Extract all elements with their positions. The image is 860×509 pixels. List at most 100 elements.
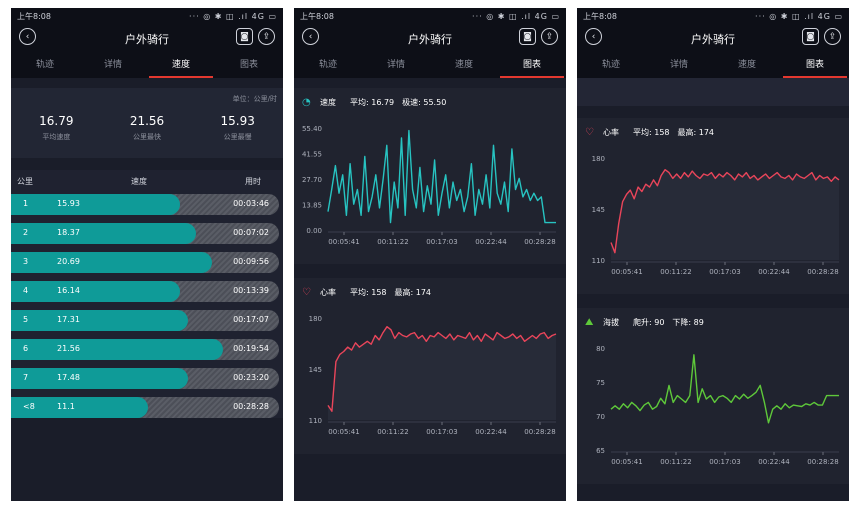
chart-avg: 平均: 158 — [350, 287, 387, 297]
scrolled-card-remnant — [577, 78, 849, 106]
back-icon[interactable]: ‹ — [19, 28, 36, 45]
y-tick-label: 180 — [592, 155, 605, 163]
screen-speed: 上午8:08 ··· ◎ ✱ ◫ .ıl 4G ▭ ‹ 户外骑行 ◙ ⇪ 轨迹 … — [11, 8, 283, 501]
hr-chart-card: ♡ 心率 平均: 158 最高: 174 180 145 110 00:05:41 00… — [294, 278, 566, 454]
speed-chart: 55.40 41.55 27.70 13.85 0.00 00:05:41 00:11:22… — [302, 125, 556, 246]
screen-charts-2: 上午8:08 ··· ◎ ✱ ◫ .ıl 4G ▭ ‹ 户外骑行 ◙ ⇪ 轨迹 … — [577, 8, 849, 501]
km-row: 3 20.69 00:09:56 — [11, 252, 279, 273]
col-km: 公里 — [17, 176, 33, 186]
tab-bar: 轨迹 详情 速度 图表 — [11, 54, 283, 78]
back-icon[interactable]: ‹ — [302, 28, 319, 45]
y-tick-label: 75 — [596, 379, 605, 387]
x-tick-label: 00:05:41 — [328, 428, 359, 436]
tab-speed[interactable]: 速度 — [454, 60, 473, 70]
tab-charts[interactable]: 图表 — [781, 54, 849, 78]
stat-label: 公里最快 — [133, 133, 161, 141]
y-tick-label: 145 — [592, 206, 605, 214]
y-tick-label: 55.40 — [302, 125, 322, 133]
x-tick-label: 00:22:44 — [758, 268, 790, 276]
screen-charts-1: 上午8:08 ··· ◎ ✱ ◫ .ıl 4G ▭ ‹ 户外骑行 ◙ ⇪ 轨迹 … — [294, 8, 566, 501]
tab-speed[interactable]: 速度 — [147, 54, 215, 78]
km-row: 5 17.31 00:17:07 — [11, 310, 279, 331]
speed-bar-fill — [11, 223, 196, 244]
hr-chart-card: ♡ 心率 平均: 158 最高: 174 180 145 110 00:05:41 00… — [577, 118, 849, 294]
camera-icon[interactable]: ◙ — [519, 28, 536, 45]
share-icon[interactable]: ⇪ — [824, 28, 841, 45]
tab-track[interactable]: 轨迹 — [601, 60, 620, 70]
km-row: 6 21.56 00:19:54 — [11, 339, 279, 360]
series-line — [610, 169, 840, 254]
km-speed: 17.31 — [57, 315, 80, 324]
title-bar: ‹ 户外骑行 ◙ ⇪ — [294, 24, 566, 54]
altitude-chart-card: ⛰ 海拔 爬升: 90 下降: 89 80 75 70 65 00:05:41 00:11… — [577, 308, 849, 484]
series-area — [611, 169, 839, 260]
tab-bar: 轨迹 详情 速度 图表 — [577, 54, 849, 78]
heart-rate-chart: 180 145 110 00:05:41 00:11:22 00:17:03 00:22:4… — [309, 315, 557, 436]
y-tick-label: 80 — [596, 345, 605, 353]
chart-max: 极速: 55.50 — [402, 97, 447, 107]
y-tick-label: 110 — [309, 417, 322, 425]
chart-label: 心率 — [603, 127, 619, 137]
tab-details[interactable]: 详情 — [386, 60, 405, 70]
km-speed: 11.1 — [57, 402, 75, 411]
x-tick-label: 00:17:03 — [709, 458, 740, 466]
y-tick-label: 27.70 — [302, 176, 322, 184]
tab-speed[interactable]: 速度 — [737, 60, 756, 70]
km-row: 2 18.37 00:07:02 — [11, 223, 279, 244]
spacer — [294, 78, 566, 88]
col-time: 用时 — [244, 176, 261, 186]
col-speed: 速度 — [130, 176, 147, 186]
km-time: 00:28:28 — [233, 402, 269, 411]
tab-details[interactable]: 详情 — [103, 60, 122, 70]
stat-value: 16.79 — [39, 114, 74, 128]
y-tick-label: 145 — [309, 366, 322, 374]
km-speed: 21.56 — [57, 344, 80, 353]
title-bar: ‹ 户外骑行 ◙ ⇪ — [577, 24, 849, 54]
share-icon[interactable]: ⇪ — [541, 28, 558, 45]
x-tick-label: 00:17:03 — [709, 268, 740, 276]
tab-track[interactable]: 轨迹 — [318, 60, 337, 70]
speed-summary: 16.79 平均速度 21.56 公里最快 15.93 公里最慢 — [11, 106, 283, 158]
stat-label: 平均速度 — [42, 133, 71, 141]
camera-icon[interactable]: ◙ — [236, 28, 253, 45]
y-tick-label: 70 — [596, 413, 605, 421]
km-time: 00:19:54 — [233, 344, 269, 353]
km-time: 00:09:56 — [233, 257, 269, 266]
tab-charts[interactable]: 图表 — [498, 54, 566, 78]
y-tick-label: 180 — [309, 315, 322, 323]
speed-chart-card: ◔ 速度 平均: 16.79 极速: 55.50 55.40 41.55 27.70… — [294, 88, 566, 264]
separator — [294, 264, 566, 278]
status-icons: ··· ◎ ✱ ◫ .ıl 4G ▭ — [472, 11, 560, 21]
chart-header: ⛰ 海拔 爬升: 90 下降: 89 — [577, 308, 849, 336]
x-tick-label: 00:28:28 — [524, 428, 555, 436]
tab-track[interactable]: 轨迹 — [35, 60, 54, 70]
km-time: 00:07:02 — [233, 228, 269, 237]
status-time: 上午8:08 — [17, 11, 51, 21]
chart-descent: 下降: 89 — [672, 317, 704, 327]
x-tick-label: 00:11:22 — [377, 238, 408, 246]
altitude-chart: 80 75 70 65 00:05:41 00:11:22 00:17:03 00:22:44… — [596, 345, 839, 466]
km-number: 3 — [23, 257, 29, 266]
spacer — [11, 78, 283, 88]
km-speed: 20.69 — [57, 257, 80, 266]
chart-climb: 爬升: 90 — [633, 317, 665, 327]
table-header: 公里 速度 用时 — [11, 170, 283, 192]
back-icon[interactable]: ‹ — [585, 28, 602, 45]
share-icon[interactable]: ⇪ — [258, 28, 275, 45]
stat-avg: 16.79 平均速度 — [11, 106, 102, 158]
chart-avg: 平均: 16.79 — [350, 97, 395, 107]
km-number: 2 — [23, 228, 29, 237]
km-row: 4 16.14 00:13:39 — [11, 281, 279, 302]
km-number: 6 — [23, 344, 29, 353]
tab-details[interactable]: 详情 — [669, 60, 688, 70]
page-title: 户外骑行 — [125, 33, 169, 46]
stat-value: 15.93 — [220, 114, 255, 128]
km-row: 1 15.93 00:03:46 — [11, 194, 279, 215]
y-tick-label: 0.00 — [306, 227, 322, 235]
tab-charts[interactable]: 图表 — [239, 60, 258, 70]
chart-label: 海拔 — [603, 317, 619, 327]
x-tick-label: 00:17:03 — [426, 428, 457, 436]
x-tick-label: 00:28:28 — [807, 268, 838, 276]
x-tick-label: 00:17:03 — [426, 238, 457, 246]
camera-icon[interactable]: ◙ — [802, 28, 819, 45]
